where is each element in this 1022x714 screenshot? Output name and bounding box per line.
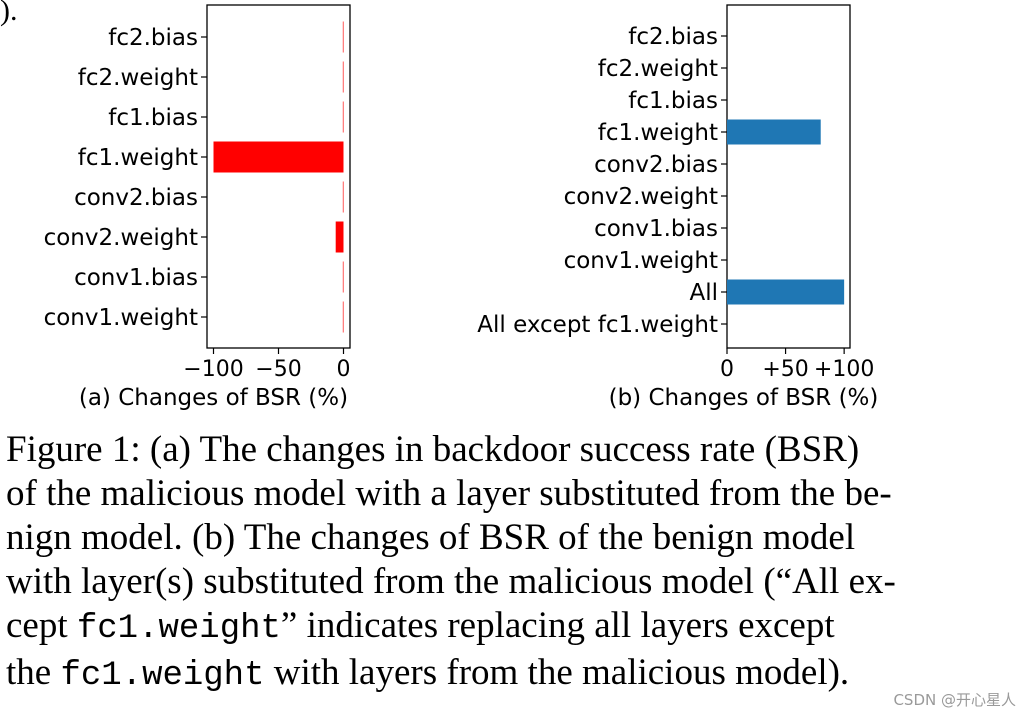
category-label: fc2.bias	[628, 24, 718, 50]
figure-caption: Figure 1: (a) The changes in backdoor su…	[6, 428, 972, 698]
bar	[335, 221, 344, 253]
caption-code: fc1.weight	[60, 657, 265, 695]
caption-line: of the malicious model with a layer subs…	[6, 473, 892, 514]
caption-line: nign model. (b) The changes of BSR of th…	[6, 517, 856, 558]
caption-line: cept fc1.weight” indicates replacing all…	[6, 604, 972, 651]
category-label: fc2.weight	[78, 65, 198, 91]
bar	[342, 61, 344, 93]
bar	[342, 21, 344, 53]
x-tick-label: 0	[720, 357, 734, 382]
category-label: fc1.weight	[78, 145, 198, 171]
category-label: conv2.weight	[564, 184, 718, 210]
x-tick-label: −50	[255, 357, 301, 382]
caption-line: the fc1.weight with layers from the mali…	[6, 651, 972, 698]
category-label: conv1.bias	[594, 216, 718, 242]
corner-fragment: ).	[0, 0, 18, 27]
caption-text: cept	[6, 605, 77, 646]
x-tick-label: 0	[337, 357, 351, 382]
category-label: conv2.bias	[594, 152, 718, 178]
chart-b: fc2.bias fc2.weight fc1.bias fc1.weight conv…	[477, 4, 879, 411]
plot-frame	[206, 4, 351, 349]
x-tick-label: +50	[762, 357, 808, 382]
category-label: All	[689, 280, 718, 306]
category-label: fc1.bias	[628, 88, 718, 114]
caption-line: Figure 1: (a) The changes in backdoor su…	[6, 429, 860, 470]
category-label: conv2.weight	[44, 225, 198, 251]
caption-code: fc1.weight	[76, 610, 281, 648]
category-label: conv1.bias	[74, 265, 198, 291]
figure-charts: fc2.bias fc2.weight fc1.bias fc1.weight conv…	[44, 4, 879, 411]
category-label: conv2.bias	[74, 185, 198, 211]
category-label: conv1.weight	[564, 248, 718, 274]
bar	[727, 119, 821, 145]
x-axis-label: (b) Changes of BSR (%)	[609, 385, 879, 411]
caption-text: ” indicates replacing all layers except	[280, 605, 835, 646]
bar	[342, 181, 344, 213]
category-label: conv1.weight	[44, 305, 198, 331]
bar	[727, 279, 845, 305]
category-label: fc2.weight	[598, 56, 718, 82]
plot-frame	[726, 4, 851, 349]
bar	[213, 141, 344, 173]
category-label: fc1.weight	[598, 120, 718, 146]
bar	[342, 101, 344, 133]
watermark: CSDN @开心星人	[893, 691, 1016, 709]
caption-line: with layer(s) substituted from the malic…	[6, 561, 896, 602]
bar	[342, 301, 344, 333]
category-label: All except fc1.weight	[477, 312, 718, 338]
x-tick-label: +100	[814, 357, 874, 382]
category-label: fc1.bias	[108, 105, 198, 131]
x-axis-label: (a) Changes of BSR (%)	[79, 385, 348, 411]
caption-text: the	[6, 652, 61, 693]
x-tick-label: −100	[183, 357, 243, 382]
bar	[342, 261, 344, 293]
category-label: fc2.bias	[108, 25, 198, 51]
chart-a: fc2.bias fc2.weight fc1.bias fc1.weight conv…	[44, 4, 351, 411]
caption-text: with layers from the malicious model).	[264, 652, 850, 693]
